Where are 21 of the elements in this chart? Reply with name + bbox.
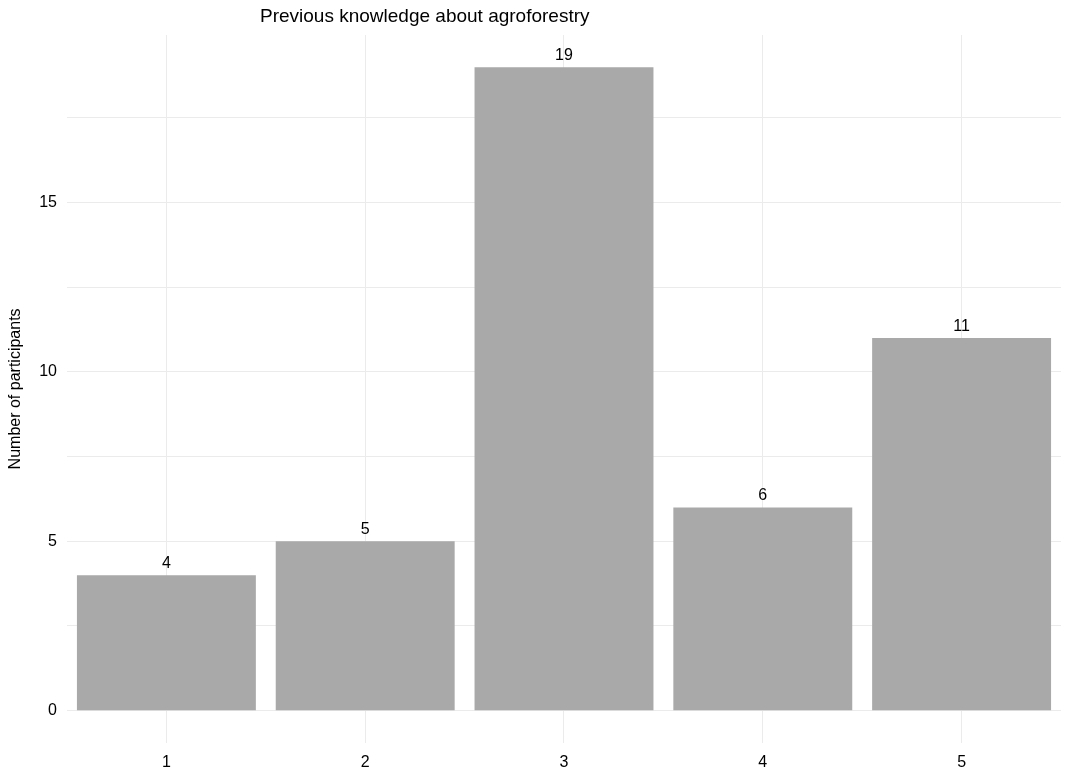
y-axis-title: Number of participants	[6, 308, 24, 470]
bar	[474, 67, 654, 711]
y-tick-label: 5	[48, 531, 58, 549]
y-tick-label: 10	[39, 362, 58, 380]
y-tick-label: 15	[39, 193, 58, 211]
x-tick-label: 4	[758, 752, 768, 770]
x-tick-label: 1	[161, 752, 171, 770]
data-label: 5	[360, 519, 370, 537]
y-tick-label: 0	[48, 701, 58, 719]
bar	[872, 338, 1052, 711]
x-tick-label: 3	[559, 752, 569, 770]
data-label: 6	[758, 485, 768, 503]
x-tick-label: 5	[957, 752, 967, 770]
bar	[76, 575, 256, 711]
x-tick-label: 2	[360, 752, 370, 770]
data-label: 19	[555, 45, 573, 63]
chart-title: Previous knowledge about agroforestry	[260, 4, 591, 26]
data-label: 11	[953, 316, 971, 334]
bar	[275, 541, 455, 711]
data-label: 4	[161, 553, 171, 571]
bar	[673, 507, 853, 711]
